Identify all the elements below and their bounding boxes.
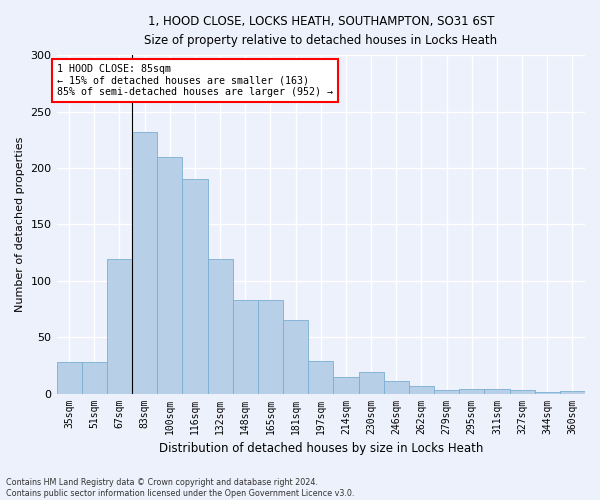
Bar	[560, 392, 585, 394]
Bar	[82, 362, 107, 394]
Bar	[535, 392, 560, 394]
Bar	[283, 320, 308, 394]
Bar	[107, 260, 132, 394]
Bar	[434, 390, 459, 394]
Bar	[383, 381, 409, 394]
Y-axis label: Number of detached properties: Number of detached properties	[15, 136, 25, 312]
Bar	[208, 260, 233, 394]
Bar	[334, 376, 359, 394]
Bar	[233, 300, 258, 394]
Text: Contains HM Land Registry data © Crown copyright and database right 2024.
Contai: Contains HM Land Registry data © Crown c…	[6, 478, 355, 498]
Text: 1 HOOD CLOSE: 85sqm
← 15% of detached houses are smaller (163)
85% of semi-detac: 1 HOOD CLOSE: 85sqm ← 15% of detached ho…	[57, 64, 333, 98]
Bar	[258, 300, 283, 394]
Bar	[409, 386, 434, 394]
Title: 1, HOOD CLOSE, LOCKS HEATH, SOUTHAMPTON, SO31 6ST
Size of property relative to d: 1, HOOD CLOSE, LOCKS HEATH, SOUTHAMPTON,…	[144, 15, 497, 47]
Bar	[509, 390, 535, 394]
Bar	[56, 362, 82, 394]
Bar	[308, 361, 334, 394]
X-axis label: Distribution of detached houses by size in Locks Heath: Distribution of detached houses by size …	[158, 442, 483, 455]
Bar	[359, 372, 383, 394]
Bar	[484, 389, 509, 394]
Bar	[182, 179, 208, 394]
Bar	[459, 389, 484, 394]
Bar	[157, 156, 182, 394]
Bar	[132, 132, 157, 394]
